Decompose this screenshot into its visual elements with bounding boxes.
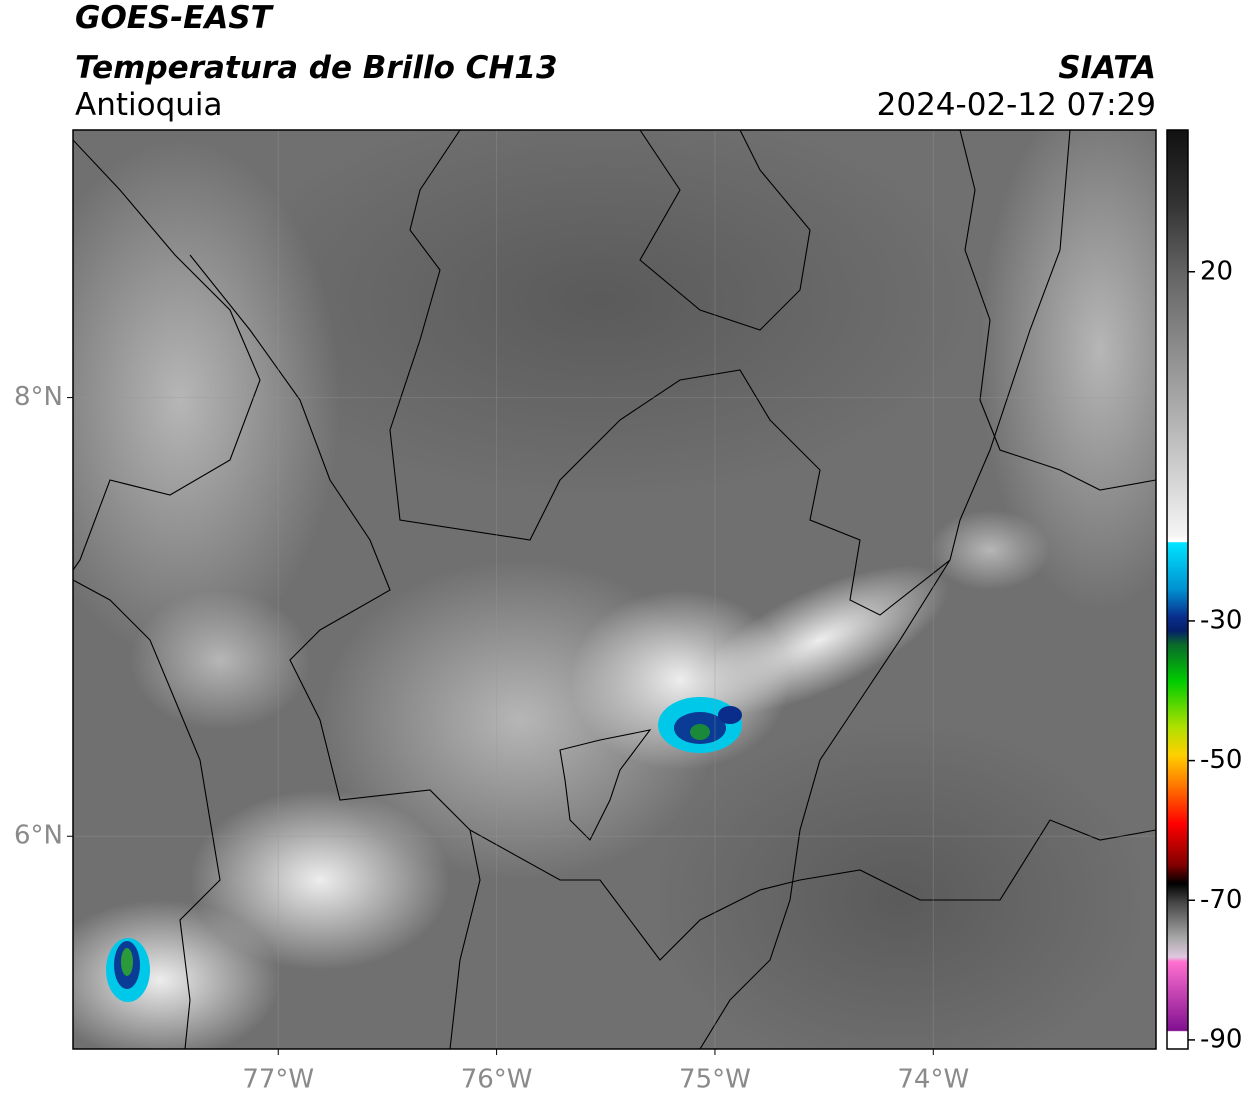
region: Antioquia: [75, 87, 223, 123]
satellite-image: [73, 130, 1156, 1049]
x-tick-label: 74°W: [897, 1065, 969, 1095]
colorbar-tick-label: -30: [1200, 605, 1242, 635]
x-tick-label: 76°W: [461, 1065, 533, 1095]
colorbar: [1166, 129, 1189, 1050]
colorbar-tick-label: -70: [1200, 885, 1242, 915]
source: SIATA: [1058, 50, 1156, 86]
timestamp: 2024-02-12 07:29: [877, 87, 1156, 123]
colorbar-tick-label: 20: [1200, 256, 1233, 286]
colorbar-tick-label: -50: [1200, 745, 1242, 775]
title: GOES-EAST: [75, 0, 275, 36]
x-tick-label: 77°W: [242, 1065, 314, 1095]
colorbar-tick-label: -90: [1200, 1024, 1242, 1054]
y-tick-label: 6°N: [14, 821, 63, 851]
subtitle: Temperatura de Brillo CH13: [75, 50, 558, 86]
y-tick-label: 8°N: [14, 382, 63, 412]
map-frame: [72, 129, 1157, 1050]
x-tick-label: 75°W: [679, 1065, 751, 1095]
